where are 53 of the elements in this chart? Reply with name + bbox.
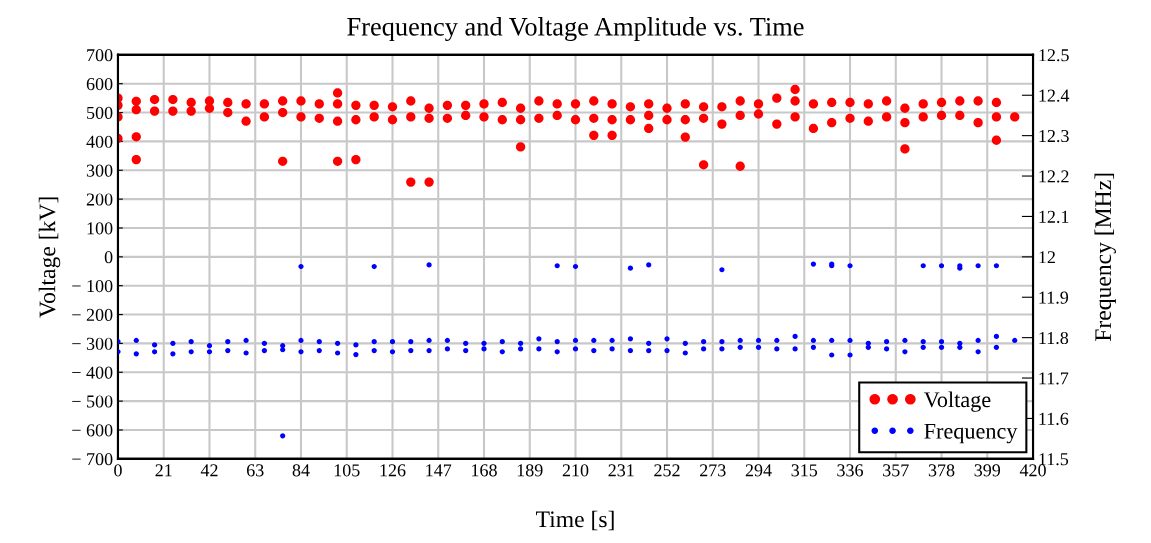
x-tick-label: 315 xyxy=(791,464,818,477)
x-tick-label: 147 xyxy=(426,464,452,477)
y-tick-label: 300 xyxy=(86,164,113,177)
y2-tick-label: 12 xyxy=(1039,251,1055,264)
x-tick-label: 231 xyxy=(608,464,634,477)
y-tick-label: − 200 xyxy=(72,308,113,321)
y-tick-label: − 100 xyxy=(72,279,113,293)
y-tick-label: 600 xyxy=(86,77,113,91)
y-tick-label: − 400 xyxy=(72,366,113,379)
x-tick-label: 357 xyxy=(883,464,909,477)
y-tick-label: 0 xyxy=(104,251,113,264)
x-tick-label: 63 xyxy=(246,464,264,477)
x-tick-label: 42 xyxy=(200,464,218,477)
x-tick-label: 378 xyxy=(928,464,955,477)
x-tick-label: 273 xyxy=(700,464,726,477)
y2-tick-label: 12.4 xyxy=(1039,89,1070,102)
y2-tick-label: 11.8 xyxy=(1039,331,1069,345)
y-tick-label: − 700 xyxy=(72,453,113,466)
x-axis-title: Time [s] xyxy=(536,510,614,531)
x-tick-label: 252 xyxy=(654,464,680,477)
y2-tick-label: 12.1 xyxy=(1039,210,1069,223)
x-tick-label: 189 xyxy=(517,464,543,477)
x-tick-label: 0 xyxy=(114,464,122,477)
y-tick-label: 500 xyxy=(87,106,113,119)
x-tick-label: 420 xyxy=(1019,464,1046,477)
x-tick-label: 21 xyxy=(155,464,172,477)
y-tick-label: 400 xyxy=(86,135,113,148)
legend-label: Voltage xyxy=(923,391,991,412)
y-tick-label: 200 xyxy=(86,193,113,206)
y2-tick-label: 12.3 xyxy=(1039,129,1069,143)
x-tick-label: 294 xyxy=(745,464,772,477)
chart-title: Frequency and Voltage Amplitude vs. Time xyxy=(347,17,804,42)
y-axis-title: Voltage [kV] xyxy=(38,197,61,318)
y2-axis-title: Frequency [MHz] xyxy=(1094,173,1116,342)
x-tick-label: 84 xyxy=(292,464,310,477)
x-tick-label: 210 xyxy=(562,464,589,477)
x-tick-label: 336 xyxy=(837,464,864,477)
y2-tick-label: 12.2 xyxy=(1039,170,1069,183)
y2-tick-label: 11.6 xyxy=(1039,412,1069,425)
y-tick-label: 100 xyxy=(87,222,113,235)
legend-label: Frequency xyxy=(924,423,1018,444)
y-tick-label: − 500 xyxy=(72,395,113,408)
y2-tick-label: 11.9 xyxy=(1039,291,1069,304)
x-tick-label: 168 xyxy=(472,464,497,477)
y-tick-label: − 300 xyxy=(72,337,113,350)
y-tick-label: 700 xyxy=(87,49,113,62)
x-tick-label: 399 xyxy=(974,464,1001,477)
y2-tick-label: 11.5 xyxy=(1039,453,1069,466)
x-tick-label: 126 xyxy=(380,464,406,477)
y2-tick-label: 11.7 xyxy=(1039,372,1069,385)
x-tick-label: 105 xyxy=(334,464,360,477)
y2-tick-label: 12.5 xyxy=(1039,49,1069,62)
y-tick-label: − 600 xyxy=(72,424,113,437)
